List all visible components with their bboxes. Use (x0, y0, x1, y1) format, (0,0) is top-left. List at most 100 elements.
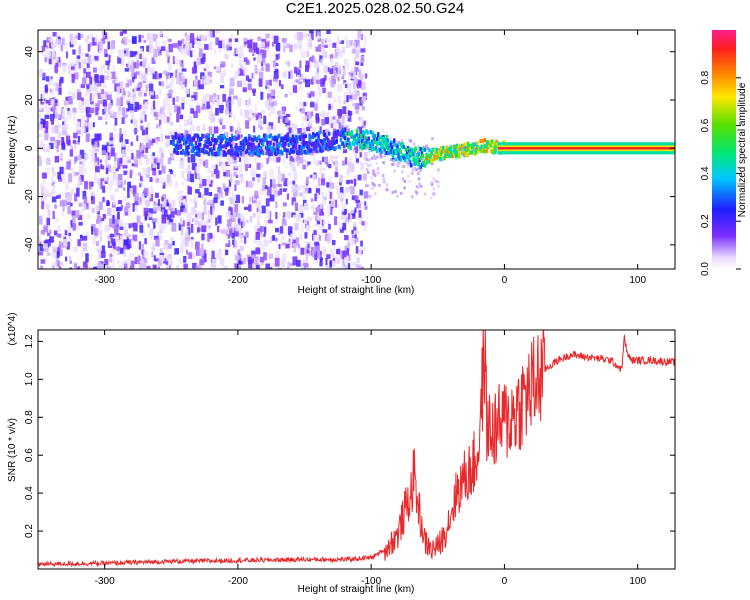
spectrogram-cell (237, 212, 242, 219)
spectrogram-cell (385, 183, 389, 187)
spectrogram-cell (131, 114, 135, 120)
spectrogram-cell (72, 49, 76, 55)
spectrogram-cell (78, 221, 83, 226)
spectrogram-cell (315, 192, 320, 200)
spectrogram-cell (366, 146, 369, 150)
spectrogram-cell (354, 232, 357, 239)
spectrogram-cell (310, 152, 315, 156)
spectrogram-cell (311, 76, 315, 83)
spectrogram-cell (366, 164, 370, 168)
spectrogram-cell (100, 178, 105, 182)
spectrogram-cell (456, 147, 460, 152)
spectrogram-cell (111, 202, 116, 208)
spectrogram-cell (338, 223, 343, 230)
spectrogram-cell (343, 58, 348, 67)
spectrogram-cell (159, 106, 165, 115)
spectrogram-cell (212, 146, 216, 151)
spectrogram-cell (109, 139, 114, 145)
spectrogram-cell (268, 112, 272, 117)
spectrogram-cell (213, 168, 217, 175)
spectrogram-cell (41, 127, 46, 132)
spectrogram-cell (296, 69, 301, 77)
spectrogram-cell (293, 243, 297, 253)
spectrogram-cell (314, 241, 320, 246)
spectrogram-cell (292, 214, 296, 219)
spectrogram-cell (345, 141, 351, 145)
spectrogram-cell (154, 235, 159, 240)
spectrogram-cell (464, 151, 467, 156)
spectrogram-cell (112, 134, 116, 139)
spectrogram-cell (57, 225, 61, 232)
spectrogram-cell (178, 222, 182, 231)
spectrogram-cell (50, 99, 55, 105)
spectrogram-cells (38, 30, 675, 269)
spectrogram-cell (293, 43, 297, 50)
spectrogram-cell (314, 72, 320, 82)
spectrogram-cell (295, 139, 299, 144)
spectrogram-cell (52, 210, 55, 220)
spectrogram-cell (221, 144, 224, 149)
spectrogram-cell (349, 145, 352, 150)
spectrogram-cell (395, 157, 398, 162)
spectrogram-cell (147, 223, 150, 228)
spectrogram-cell (228, 179, 232, 187)
spectrogram-cell (256, 47, 260, 55)
spectrogram-cell (219, 148, 223, 157)
spectrogram-cell (133, 62, 137, 69)
spectrogram-cell (65, 256, 68, 262)
spectrogram-cell (153, 111, 158, 117)
spectrogram-cell (397, 161, 401, 165)
spectrogram-cell (90, 224, 96, 232)
spectrogram-cell (214, 144, 218, 151)
spectrogram-cell (219, 257, 225, 266)
spectrogram-cell (313, 233, 318, 241)
spectrogram-cell (138, 34, 142, 43)
spectrogram-cell (176, 106, 181, 115)
spectrogram-cell (353, 57, 357, 62)
spectrogram-cell (309, 174, 313, 179)
spectrogram-cell (98, 116, 103, 121)
spectrogram-cell (84, 127, 89, 133)
spectrogram-cell (421, 145, 425, 149)
spectrogram-cell (420, 151, 424, 156)
spectrogram-cell (70, 39, 76, 45)
snr-y-tick-label: 0.4 (24, 486, 35, 500)
spectrogram-cell (47, 79, 53, 86)
spectrogram-cell (46, 192, 52, 197)
spectrogram-cell (360, 141, 363, 149)
spectrogram-cell (68, 173, 73, 183)
spectrogram-cell (349, 95, 353, 99)
spectrogram-cell (314, 193, 317, 202)
spectrogram-cell (139, 111, 144, 121)
spectrogram-cell (270, 146, 273, 151)
spectrogram-cell (86, 213, 91, 220)
spectrogram-cell (388, 147, 392, 152)
spectrogram-cell (350, 49, 355, 55)
spectrogram-cell (243, 142, 247, 147)
spectrogram-cell (350, 70, 355, 77)
spectrogram-cell (106, 94, 112, 101)
spectrogram-cell (455, 149, 459, 154)
spectrogram-cell (48, 58, 52, 65)
spectrogram-cell (363, 191, 369, 199)
spectrogram-cell (248, 204, 252, 212)
spectrogram-cell (239, 109, 244, 117)
spectrogram-cell (197, 211, 203, 219)
spectrogram-cell (61, 127, 67, 136)
spectrogram-cell (334, 61, 339, 68)
spectrogram-cell (347, 161, 351, 168)
spectrogram-cell (374, 146, 378, 151)
spectrogram-cell (420, 162, 424, 167)
spectrogram-cell (315, 138, 318, 143)
spectrogram-cell (63, 100, 68, 106)
spectrogram-cell (244, 235, 247, 244)
spectrogram-cell (130, 110, 135, 119)
spectrogram-cell (355, 128, 359, 133)
spectrogram-cell (98, 41, 102, 50)
spectrogram-cell (173, 148, 176, 153)
spectrogram-cell (325, 142, 329, 147)
spectrogram-cell (458, 150, 461, 155)
spectrogram-cell (80, 84, 86, 89)
spectrogram-cell (268, 143, 271, 148)
spectrogram-cell (251, 254, 257, 259)
